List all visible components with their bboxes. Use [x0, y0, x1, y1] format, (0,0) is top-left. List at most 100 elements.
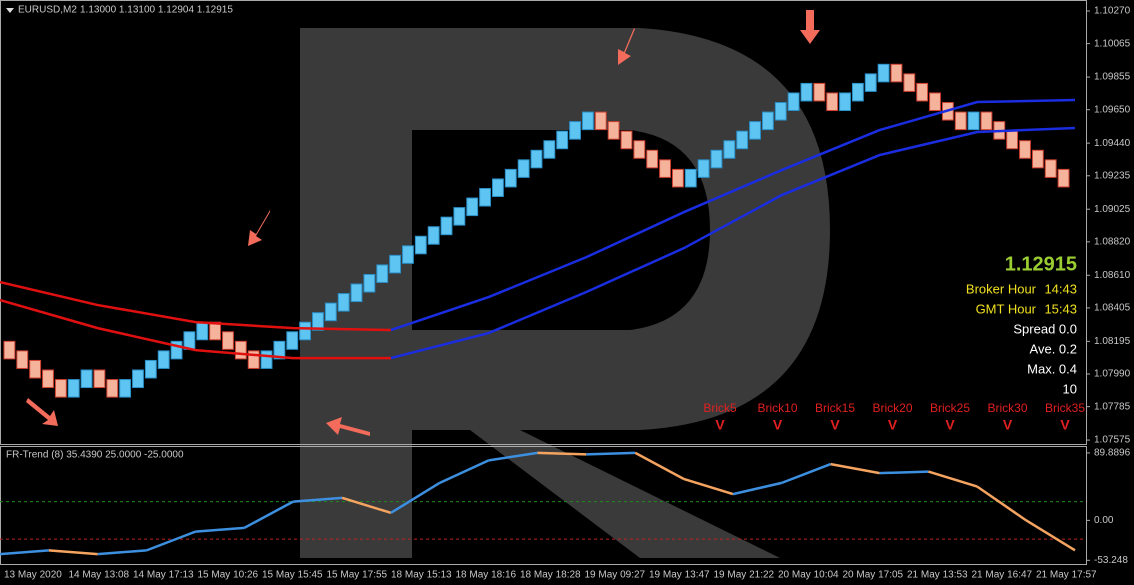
brick-down: [106, 379, 119, 398]
brick-up: [376, 264, 389, 283]
oscillator-segment: [830, 462, 880, 475]
indicator-frame: [0, 446, 1087, 565]
brick-up: [414, 235, 427, 255]
brick-up: [196, 321, 209, 341]
brick-down: [954, 111, 967, 131]
y-tick-label: 1.10065: [1094, 38, 1131, 49]
brick-up: [67, 379, 80, 398]
brick-down: [890, 63, 903, 83]
brick-down: [929, 92, 941, 112]
y-tick-label: 1.10270: [1094, 6, 1131, 17]
oscillator-segment: [928, 470, 978, 488]
brick-down: [980, 111, 993, 131]
brick-up: [492, 178, 504, 197]
brick-up: [324, 302, 337, 322]
oscillator-segment: [439, 459, 490, 484]
y2-tick-label: 0.00: [1094, 515, 1114, 526]
moving-average: [0, 298, 391, 360]
brick-down: [42, 369, 54, 389]
y-tick-label: 1.08195: [1094, 336, 1131, 347]
arrows: [26, 10, 820, 436]
menu-triangle: [6, 8, 14, 13]
y2-tick-label: 89.8896: [1094, 448, 1131, 459]
time-label: 19 May 13:47: [649, 570, 710, 581]
time-label: 14 May 13:08: [69, 570, 130, 581]
brick-up: [479, 187, 492, 207]
brick-down: [903, 73, 916, 92]
watermark: [300, 28, 830, 558]
brick-up: [710, 149, 723, 169]
time-label: 15 May 17:55: [327, 570, 388, 581]
brick-mark: V: [1060, 417, 1070, 433]
arrow: [26, 398, 58, 426]
oscillator-segment: [537, 451, 587, 456]
watermark-bowl: [412, 28, 830, 558]
brick-up: [723, 140, 736, 159]
brick-down: [633, 140, 646, 159]
brick-up: [312, 312, 324, 331]
brick-up: [273, 340, 286, 360]
time-label: 13 May 2020: [4, 570, 62, 581]
brick-down: [620, 130, 633, 150]
time-label: 18 May 15:13: [391, 570, 452, 581]
brick-label: Brick10: [757, 401, 797, 415]
brick-label: Brick35: [1045, 401, 1085, 415]
brick-down: [247, 350, 260, 369]
brick-up: [787, 92, 800, 112]
oscillator-segment: [976, 485, 1027, 522]
brick-up: [851, 82, 864, 102]
spread: Spread 0.0: [1013, 321, 1077, 336]
oscillator-segment: [341, 496, 392, 515]
oscillator-segment: [243, 500, 294, 529]
y2-tick-label: -53.248: [1094, 555, 1128, 566]
brick-up: [697, 159, 710, 178]
oscillator-segment: [879, 470, 929, 475]
oscillator-segment: [390, 481, 441, 514]
brick-up: [402, 245, 414, 264]
brick-down: [671, 168, 684, 188]
brick-up: [132, 369, 144, 389]
brick-up: [543, 140, 556, 159]
brick-up: [774, 102, 787, 121]
brick-down: [659, 159, 671, 178]
brick-up: [170, 340, 183, 360]
brick-down: [646, 149, 659, 169]
brick-down: [29, 359, 42, 379]
gmt-hour: 15:43: [1044, 301, 1077, 316]
main-frame: [0, 0, 1087, 445]
moving-average: [390, 98, 1076, 332]
brick-down: [234, 340, 247, 360]
indicator-title: FR-Trend (8) 35.4390 25.0000 -25.0000: [6, 450, 184, 461]
brick-up: [517, 159, 530, 178]
y-tick-label: 1.08405: [1094, 303, 1131, 314]
brick-up: [427, 226, 440, 245]
y-tick-label: 1.07990: [1094, 369, 1131, 380]
oscillator-segment: [146, 530, 196, 552]
y-tick-label: 1.08610: [1094, 270, 1131, 281]
y-tick-label: 1.09855: [1094, 72, 1131, 83]
time-label: 21 May 13:53: [907, 570, 968, 581]
brick-label: Brick20: [872, 401, 912, 415]
broker-label: Broker Hour: [966, 281, 1037, 296]
brick-up: [967, 111, 980, 131]
average: Ave. 0.2: [1030, 341, 1077, 356]
oscillator-segment: [97, 549, 147, 556]
brick-up: [530, 149, 543, 169]
brick-up: [453, 207, 466, 226]
time-label: 19 May 21:22: [714, 570, 775, 581]
maximum: Max. 0.4: [1027, 361, 1077, 376]
y-tick-label: 1.07785: [1094, 401, 1131, 412]
oscillator-segment: [293, 496, 343, 503]
brick-down: [826, 92, 839, 112]
broker-hour: 14:43: [1044, 281, 1077, 296]
oscillator-segment: [732, 481, 783, 496]
quote: 1.13000 1.13100 1.12904 1.12915: [80, 5, 233, 16]
brick-up: [440, 216, 453, 236]
brick-mark: V: [888, 417, 898, 433]
price: 1.12915: [1005, 253, 1077, 275]
brick-down: [16, 350, 29, 369]
time-label: 20 May 10:04: [778, 570, 839, 581]
brick-up: [363, 273, 376, 293]
brick-up: [569, 121, 581, 140]
brick-up: [761, 111, 774, 131]
